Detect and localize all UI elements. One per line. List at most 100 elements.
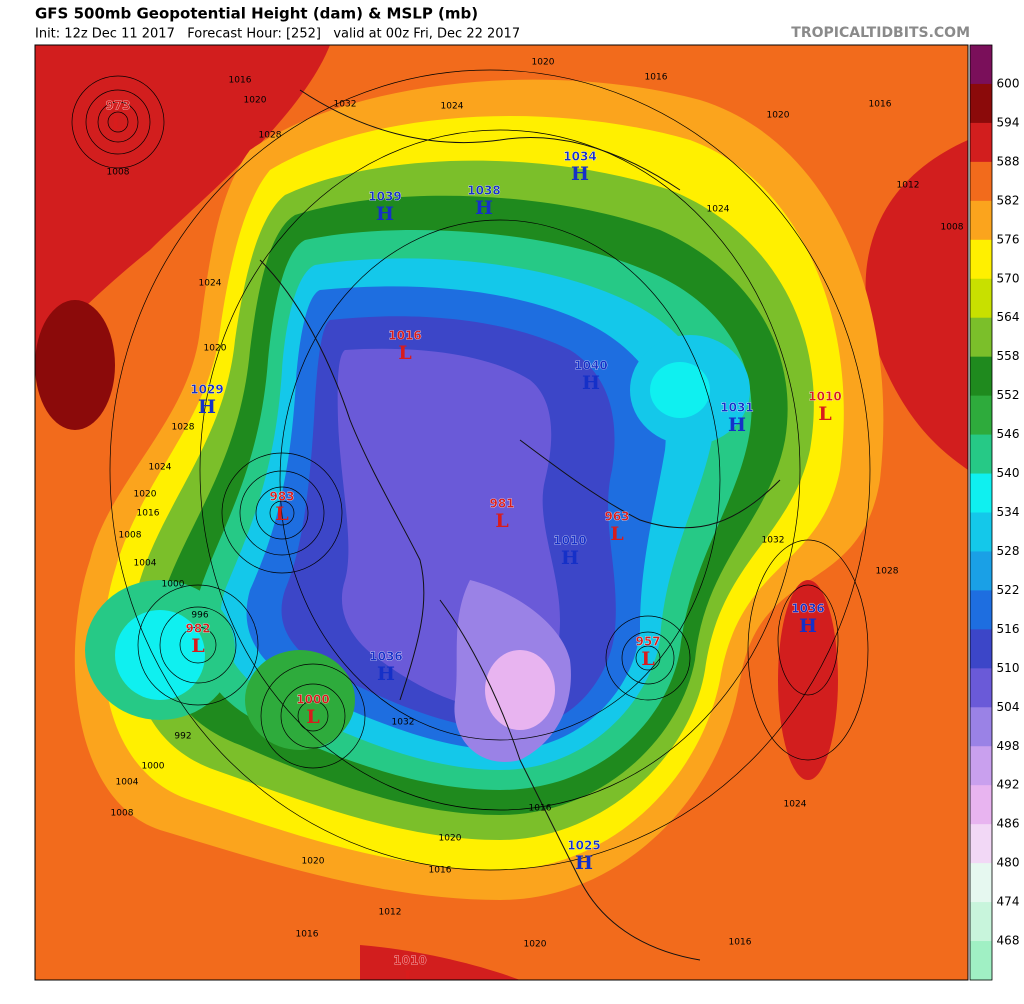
isobar-label: 1032 [762, 536, 785, 546]
pressure-center: H [799, 615, 817, 637]
pressure-value: 1031 [720, 401, 753, 415]
credit: TROPICALTIDBITS.COM [791, 25, 970, 41]
isobar-label: 1008 [119, 531, 142, 541]
colorbar-label: 594 [997, 115, 1020, 129]
title: GFS 500mb Geopotential Height (dam) & MS… [35, 5, 478, 23]
pressure-value: 981 [489, 497, 514, 511]
isobar-label: 1024 [784, 800, 807, 810]
pressure-value: 1036 [791, 602, 824, 616]
pressure-center: H [575, 852, 593, 874]
height-band [650, 362, 710, 418]
warm-region [865, 140, 968, 470]
isobar-label: 1016 [229, 76, 252, 86]
warm-region [35, 45, 330, 360]
colorbar-swatch [970, 824, 992, 864]
pressure-value: 963 [604, 510, 629, 524]
isobar-label: 1020 [204, 344, 227, 354]
pressure-value: 1010 [393, 954, 426, 968]
colorbar-swatch [970, 785, 992, 825]
colorbar-swatch [970, 434, 992, 475]
isobar-label: 1028 [172, 423, 195, 433]
colorbar-swatch [970, 395, 992, 436]
pressure-center: L [818, 403, 831, 425]
pressure-value: 983 [269, 490, 294, 504]
pressure-center: L [398, 342, 411, 364]
colorbar-label: 516 [997, 622, 1020, 636]
pressure-value: 1038 [467, 184, 500, 198]
pressure-value: 957 [635, 635, 660, 649]
isobar-label: 1008 [111, 809, 134, 819]
colorbar-label: 474 [997, 895, 1020, 909]
colorbar-swatch [970, 863, 992, 903]
pressure-value: 1010 [808, 390, 841, 404]
isobar-label: 1016 [529, 804, 552, 814]
isobar-label: 1020 [244, 96, 267, 106]
pressure-center: H [561, 547, 579, 569]
colorbar-swatch [970, 746, 992, 786]
pressure-value: 1016 [388, 329, 421, 343]
colorbar: 600 594 588 582 576 570 564 558 552 546 540 534 528 5… [969, 44, 1020, 981]
isobar-label: 1008 [941, 223, 964, 233]
isobar-label: 1012 [897, 181, 920, 191]
colorbar-label: 564 [997, 310, 1020, 324]
height-band [115, 610, 205, 700]
pressure-value: 1036 [369, 650, 402, 664]
colorbar-swatch [970, 668, 992, 708]
isobar-label: 1024 [441, 102, 464, 112]
map-frame [34, 44, 969, 981]
colorbar-label: 600 [997, 76, 1020, 90]
pressure-center: L [641, 648, 654, 670]
pressure-center: L [306, 706, 319, 728]
pressure-center: H [728, 414, 746, 436]
isobar-label: 1024 [199, 279, 222, 289]
pressure-center: H [571, 163, 589, 185]
isobar-label: 1028 [259, 131, 282, 141]
pressure-value: 1010 [553, 534, 586, 548]
colorbar-label: 480 [997, 856, 1020, 870]
pressure-center: H [198, 396, 216, 418]
colorbar-swatch [970, 902, 992, 942]
pressure-center: L [191, 635, 204, 657]
isobar-label: 1008 [107, 168, 130, 178]
warm-region [35, 300, 115, 430]
colorbar-swatch [970, 45, 992, 85]
pressure-value: 1000 [296, 693, 329, 707]
colorbar-swatch [970, 239, 992, 280]
colorbar-swatch [970, 317, 992, 358]
isobar-label: 1012 [379, 908, 402, 918]
isobar-label: 1020 [302, 857, 325, 867]
colorbar-label: 492 [997, 778, 1020, 792]
colorbar-swatch [970, 278, 992, 319]
isobar-label: 1016 [729, 938, 752, 948]
colorbar-label: 522 [997, 583, 1020, 597]
pressure-value: 1025 [567, 839, 600, 853]
isobar-label: 1016 [296, 930, 319, 940]
pressure-center: H [376, 203, 394, 225]
height-band [245, 650, 355, 750]
isobar-label: 1020 [767, 111, 790, 121]
pressure-center: L [495, 510, 508, 532]
colorbar-label: 558 [997, 349, 1020, 363]
pressure-value: 1034 [563, 150, 596, 164]
isobar-label: 1004 [116, 778, 139, 788]
coastlines [259, 89, 781, 961]
colorbar-label: 552 [997, 388, 1020, 402]
isobar-label: 992 [174, 732, 191, 742]
colorbar-label: 534 [997, 505, 1020, 519]
pressure-center: H [475, 197, 493, 219]
colorbar-swatch [970, 551, 992, 591]
pressure-center: L [111, 112, 124, 134]
pressure-center: L [403, 967, 416, 989]
pressure-value: 973 [105, 99, 130, 113]
isobar-label: 1032 [392, 718, 415, 728]
subtitle: Init: 12z Dec 11 2017 Forecast Hour: [25… [35, 27, 520, 42]
colorbar-label: 528 [997, 544, 1020, 558]
isobar-label: 1020 [524, 940, 547, 950]
colorbar-label: 546 [997, 427, 1020, 441]
colorbar-label: 468 [997, 934, 1020, 948]
colorbar-frame [969, 44, 993, 981]
isobar-label: 1004 [134, 559, 157, 569]
height-band [485, 650, 555, 730]
isobar-label: 1016 [869, 100, 892, 110]
